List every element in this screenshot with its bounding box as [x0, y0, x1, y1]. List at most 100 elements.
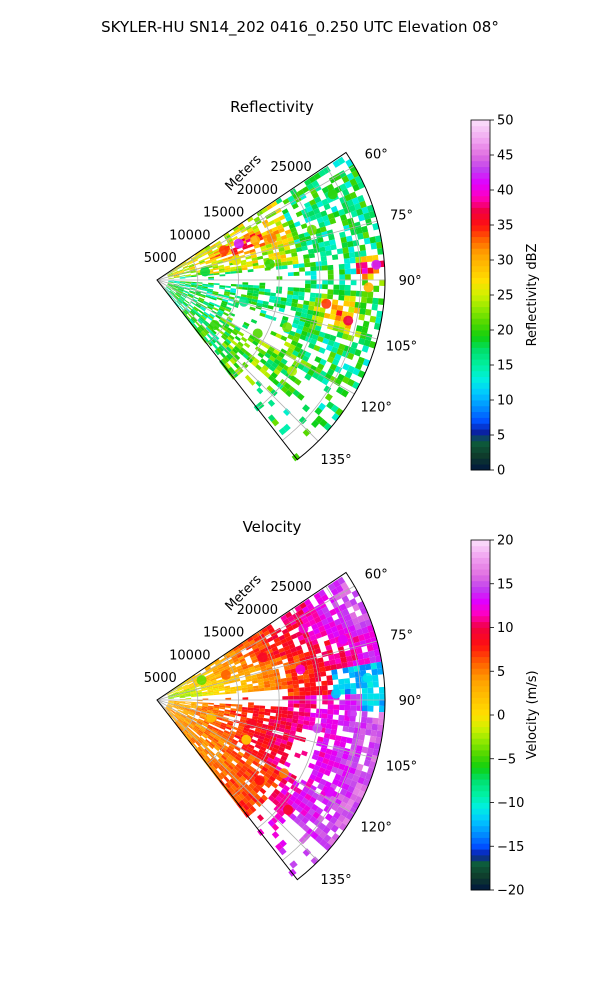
radar-gate: [355, 745, 363, 753]
radar-gate: [344, 650, 352, 657]
radar-gate: [307, 808, 316, 816]
radar-gate: [202, 302, 209, 306]
radar-gate: [331, 304, 338, 311]
radar-gate: [303, 322, 311, 328]
radar-gate: [264, 361, 272, 369]
radar-gate: [167, 273, 173, 276]
radar-gate: [318, 402, 327, 411]
radar-gate: [282, 618, 290, 625]
radar-gate: [295, 328, 303, 335]
radar-gate: [225, 705, 231, 709]
radar-gate: [316, 685, 322, 691]
colorbar-tick-label: −10: [497, 796, 524, 811]
radar-gate: [168, 700, 174, 702]
radar-gate: [241, 711, 248, 716]
radar-gate: [361, 296, 368, 304]
radar-gate: [264, 288, 271, 293]
radar-gate: [354, 769, 362, 777]
radar-gate: [262, 740, 269, 746]
radar-gate: [361, 705, 368, 712]
radar-gate: [271, 732, 278, 738]
radar-gate: [179, 275, 186, 277]
radar-gate: [268, 627, 275, 634]
radar-gate: [211, 666, 218, 672]
radar-gate: [285, 351, 292, 358]
radar-gate: [332, 299, 339, 306]
radar-gate: [320, 255, 327, 262]
radar-gate: [227, 302, 234, 307]
radar-gate: [201, 687, 207, 690]
radar-gate: [331, 346, 339, 354]
radar-gate: [195, 287, 202, 290]
radar-gate: [262, 775, 269, 782]
radar-gate: [340, 581, 349, 591]
radar-gate: [177, 266, 183, 270]
radar-gate: [264, 711, 271, 716]
radar-gate: [253, 707, 260, 712]
radar-gate: [322, 699, 328, 705]
radar-gate: [184, 693, 191, 696]
radar-gate: [310, 831, 319, 840]
colorbar-segment: [471, 306, 490, 313]
radar-gate: [242, 754, 249, 760]
radar-gate: [263, 751, 271, 758]
radar-gate: [205, 728, 212, 734]
radar-gate: [225, 691, 231, 695]
radar-gate: [255, 364, 262, 371]
radar-gate: [233, 301, 240, 306]
radar-gate: [167, 692, 173, 696]
radar-gate: [241, 264, 248, 268]
radar-gate: [226, 658, 233, 664]
radar-gate: [178, 287, 184, 291]
radar-gate: [286, 298, 293, 303]
radar-gate: [268, 253, 275, 258]
radar-gate: [273, 723, 281, 728]
radar-gate: [202, 703, 209, 706]
radar-gate: [219, 270, 225, 273]
radar-gate: [304, 362, 312, 370]
radar-gate: [361, 326, 369, 334]
colorbar-segment: [471, 843, 490, 850]
radar-gate: [359, 770, 368, 779]
radar-gate: [371, 303, 378, 311]
radar-gate: [256, 722, 263, 727]
radar-gate: [321, 198, 329, 206]
radar-gate: [187, 733, 193, 739]
radar-gate: [172, 706, 179, 710]
radar-gate: [208, 759, 215, 765]
radar-gate: [183, 710, 189, 714]
radar-gate: [366, 747, 374, 755]
radar-gate: [213, 707, 220, 711]
colorbar-segment: [471, 254, 490, 261]
radar-gate: [328, 654, 335, 661]
radar-gate: [284, 229, 292, 235]
radar-gate: [242, 804, 250, 811]
radar-gate: [330, 244, 337, 251]
radar-gate: [313, 247, 320, 254]
radar-gate: [216, 742, 223, 748]
radar-gate: [233, 362, 240, 369]
radar-gate: [207, 688, 214, 692]
radar-gate: [280, 638, 288, 645]
radar-gate: [239, 225, 246, 231]
radar-gate: [229, 714, 236, 718]
radar-gate: [292, 350, 300, 357]
radar-gate: [310, 856, 320, 865]
radar-gate: [326, 800, 335, 809]
colorbar-segment: [471, 225, 490, 232]
radar-gate: [182, 292, 188, 296]
radar-gate: [305, 691, 311, 696]
radar-gate: [178, 717, 184, 722]
radar-gate: [322, 757, 330, 765]
radar-gate: [187, 313, 193, 319]
radar-gate: [225, 318, 232, 324]
radar-gate: [228, 745, 235, 751]
colorbar-segment: [471, 639, 490, 646]
radar-gate: [276, 224, 284, 230]
radar-gate: [346, 619, 354, 627]
radar-gate: [337, 814, 346, 823]
radar-gate: [172, 689, 178, 693]
radar-gate: [209, 733, 216, 738]
radar-gate: [316, 374, 325, 383]
radar-gate: [249, 653, 256, 659]
